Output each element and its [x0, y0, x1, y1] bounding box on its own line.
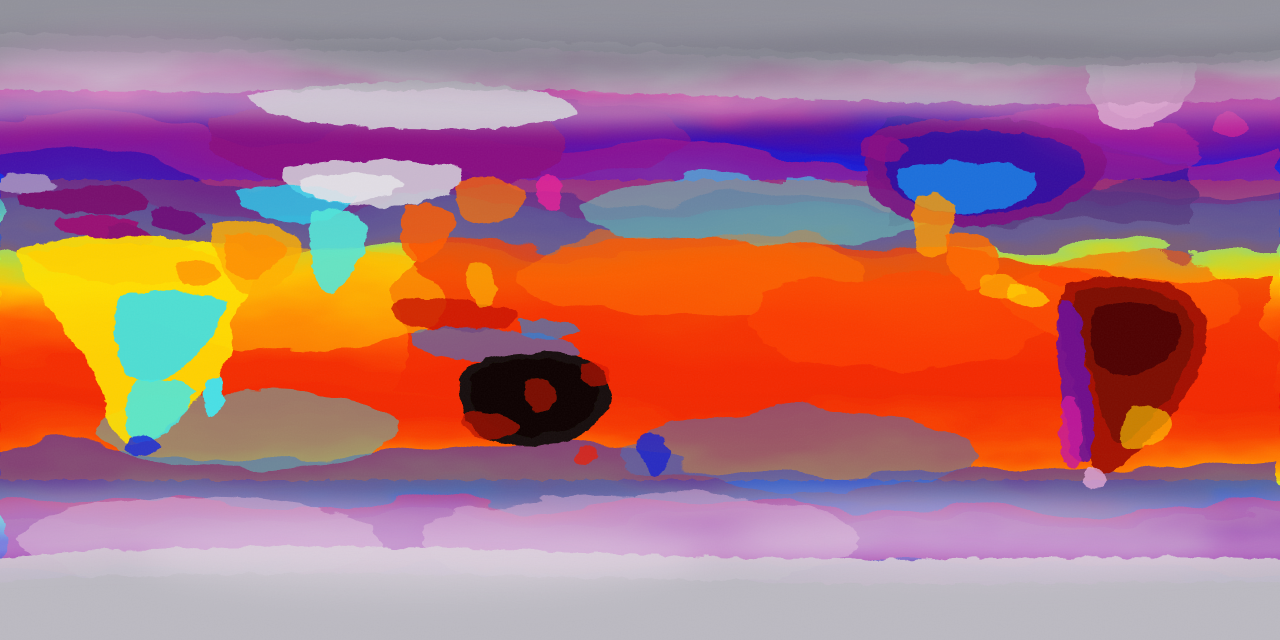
global-temperature-map [0, 0, 1280, 640]
noise-overlay [0, 0, 1280, 640]
